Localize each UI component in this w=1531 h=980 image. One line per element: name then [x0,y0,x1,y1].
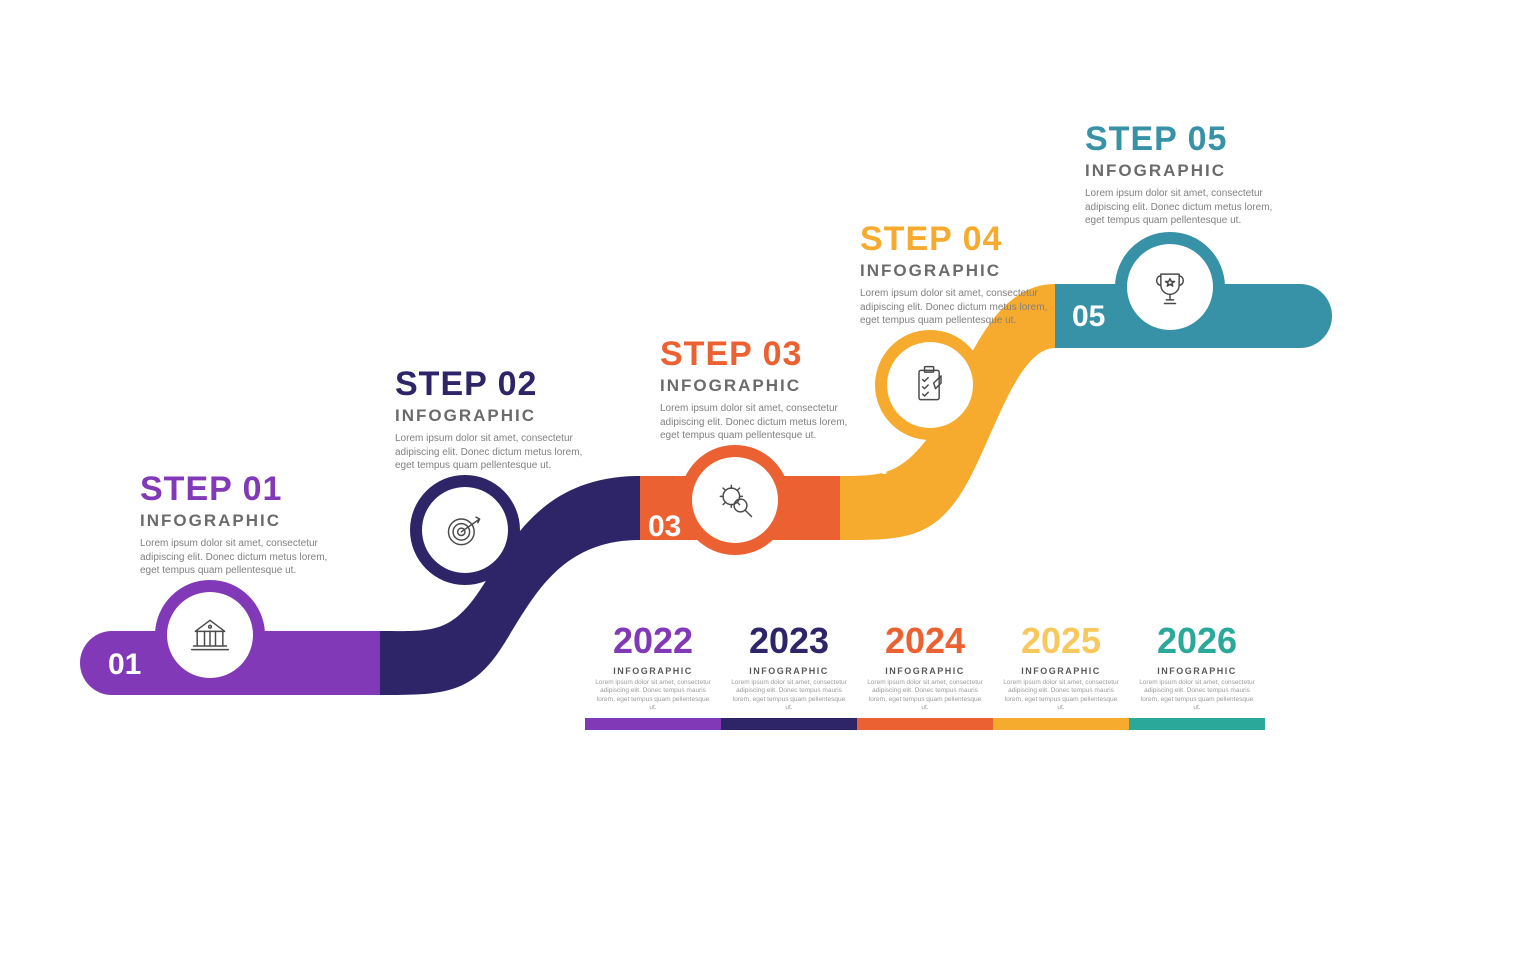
target-arrow-icon [443,508,487,552]
step-2-body: Lorem ipsum dolor sit amet, consectetur … [395,432,585,473]
year-2022-subtitle: INFOGRAPHIC [585,666,721,676]
year-col-2022: 2022 INFOGRAPHIC Lorem ipsum dolor sit a… [585,620,721,713]
year-2025: 2025 [993,620,1129,662]
step-3-title: STEP 03 [660,335,920,374]
step-1-title: STEP 01 [140,470,400,509]
step-1-circle-inner [167,592,253,678]
year-bar-2023 [721,718,857,730]
step-5-subtitle: INFOGRAPHIC [1085,161,1345,181]
year-2023: 2023 [721,620,857,662]
year-2026: 2026 [1129,620,1265,662]
step-4-title: STEP 04 [860,220,1120,259]
year-2025-body: Lorem ipsum dolor sit amet, consectetur … [993,679,1129,713]
step-1-text: STEP 01 INFOGRAPHIC Lorem ipsum dolor si… [140,470,400,578]
ribbon-number-4: 04 [856,448,889,482]
year-2025-subtitle: INFOGRAPHIC [993,666,1129,676]
year-2022-body: Lorem ipsum dolor sit amet, consectetur … [585,679,721,713]
step-5-title: STEP 05 [1085,120,1345,159]
step-2-circle-inner [422,487,508,573]
step-3-circle-inner [692,457,778,543]
year-col-2026: 2026 INFOGRAPHIC Lorem ipsum dolor sit a… [1129,620,1265,713]
step-1-body: Lorem ipsum dolor sit amet, consectetur … [140,537,330,578]
step-4-text: STEP 04 INFOGRAPHIC Lorem ipsum dolor si… [860,220,1120,328]
step-2-circle [410,475,520,585]
step-3-body: Lorem ipsum dolor sit amet, consectetur … [660,402,850,443]
year-2023-subtitle: INFOGRAPHIC [721,666,857,676]
step-3-text: STEP 03 INFOGRAPHIC Lorem ipsum dolor si… [660,335,920,443]
year-2026-subtitle: INFOGRAPHIC [1129,666,1265,676]
ribbon-number-2: 02 [396,592,429,626]
year-2024-body: Lorem ipsum dolor sit amet, consectetur … [857,679,993,713]
trophy-icon [1148,265,1192,309]
year-col-2023: 2023 INFOGRAPHIC Lorem ipsum dolor sit a… [721,620,857,713]
years-row: 2022 INFOGRAPHIC Lorem ipsum dolor sit a… [585,620,1265,713]
step-4-subtitle: INFOGRAPHIC [860,261,1120,281]
step-1-circle [155,580,265,690]
year-2026-body: Lorem ipsum dolor sit amet, consectetur … [1129,679,1265,713]
year-bar-2022 [585,718,721,730]
year-2022: 2022 [585,620,721,662]
year-2024-subtitle: INFOGRAPHIC [857,666,993,676]
ribbon-number-1: 01 [108,648,141,682]
step-5-circle [1115,232,1225,342]
bank-building-icon [188,613,232,657]
year-col-2025: 2025 INFOGRAPHIC Lorem ipsum dolor sit a… [993,620,1129,713]
year-2023-body: Lorem ipsum dolor sit amet, consectetur … [721,679,857,713]
step-1-subtitle: INFOGRAPHIC [140,511,400,531]
year-col-2024: 2024 INFOGRAPHIC Lorem ipsum dolor sit a… [857,620,993,713]
step-2-title: STEP 02 [395,365,655,404]
step-3-subtitle: INFOGRAPHIC [660,376,920,396]
step-5-text: STEP 05 INFOGRAPHIC Lorem ipsum dolor si… [1085,120,1345,228]
step-4-body: Lorem ipsum dolor sit amet, consectetur … [860,287,1050,328]
step-5-body: Lorem ipsum dolor sit amet, consectetur … [1085,187,1275,228]
step-5-circle-inner [1127,244,1213,330]
year-bar-2025 [993,718,1129,730]
year-bar-2024 [857,718,993,730]
step-3-circle [680,445,790,555]
year-bars [585,718,1265,730]
ribbon-number-3: 03 [648,510,681,544]
step-2-subtitle: INFOGRAPHIC [395,406,655,426]
infographic-canvas: 01 02 03 04 05 STEP 01 INFOGRAPHIC Lorem… [0,0,1531,980]
step-2-text: STEP 02 INFOGRAPHIC Lorem ipsum dolor si… [395,365,655,473]
year-bar-2026 [1129,718,1265,730]
year-2024: 2024 [857,620,993,662]
gear-magnifier-icon [713,478,757,522]
